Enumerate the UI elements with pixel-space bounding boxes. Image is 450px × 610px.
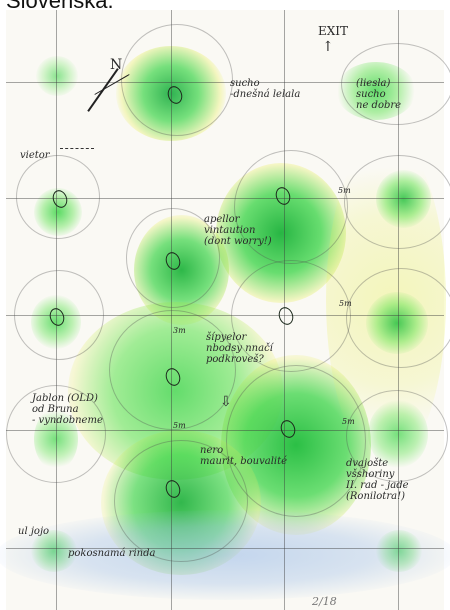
note-center-lower: nero maurit, bouvalité <box>200 445 288 467</box>
note-bottom-left-1: ul jojo <box>18 526 50 537</box>
distance-label: 5m <box>173 421 186 430</box>
tree-canopy-ring <box>6 385 106 483</box>
tree-canopy-ring <box>346 268 450 368</box>
caption-text: Slovenska. <box>6 0 114 13</box>
exit-label: EXIT <box>318 24 349 38</box>
note-bottom-left-2: pokosnamá rinda <box>68 548 156 559</box>
north-compass: N <box>82 54 142 134</box>
exit-arrow-icon: ↑ <box>322 39 334 55</box>
down-arrow-icon: ⇩ <box>220 394 232 410</box>
distance-label: 5m <box>338 186 351 195</box>
wind-label: vietor <box>20 150 50 161</box>
tree-canopy-ring <box>14 270 104 360</box>
note-left: Jablon (OLD) od Bruna - vyndobneme <box>32 393 103 426</box>
tree-canopy-ring <box>121 24 233 136</box>
tree-canopy-ring <box>114 440 248 562</box>
grid-line-horizontal-4 <box>6 430 444 431</box>
compass-label: N <box>110 57 123 73</box>
wind-arrow-icon <box>60 148 94 149</box>
watercolor-plan-sheet: N EXIT ↑ vietor sucho -dnešná lelala (li… <box>0 10 450 610</box>
grid-line-horizontal-3 <box>6 315 444 316</box>
page-number: 2/18 <box>312 595 337 608</box>
distance-label: 5m <box>339 299 352 308</box>
grid-line-horizontal-2 <box>6 198 444 199</box>
note-middle-1: apellor vintaution (dont worry!) <box>204 214 272 247</box>
note-middle-2: šípyelor nbodsy nnačí podkroveš? <box>206 332 273 365</box>
note-top-center: sucho -dnešná lelala <box>230 78 301 100</box>
tree-canopy-ring <box>16 155 100 239</box>
distance-label: 5m <box>342 417 355 426</box>
note-top-right: (liesla) sucho ne dobre <box>356 78 402 111</box>
tree-canopy-ring <box>344 155 450 249</box>
blot-top-left <box>36 56 78 96</box>
note-right: dvajošte všshoriny II. rad - jade (Ronil… <box>346 458 409 502</box>
distance-label: 3m <box>173 326 186 335</box>
tree-canopy-ring <box>109 310 236 430</box>
tree-canopy-ring <box>346 390 448 482</box>
tree-canopy-ring <box>341 43 450 125</box>
grid-line-horizontal-5 <box>6 548 444 549</box>
tree-canopy-ring <box>126 208 220 308</box>
blot-right-4 <box>376 530 422 572</box>
